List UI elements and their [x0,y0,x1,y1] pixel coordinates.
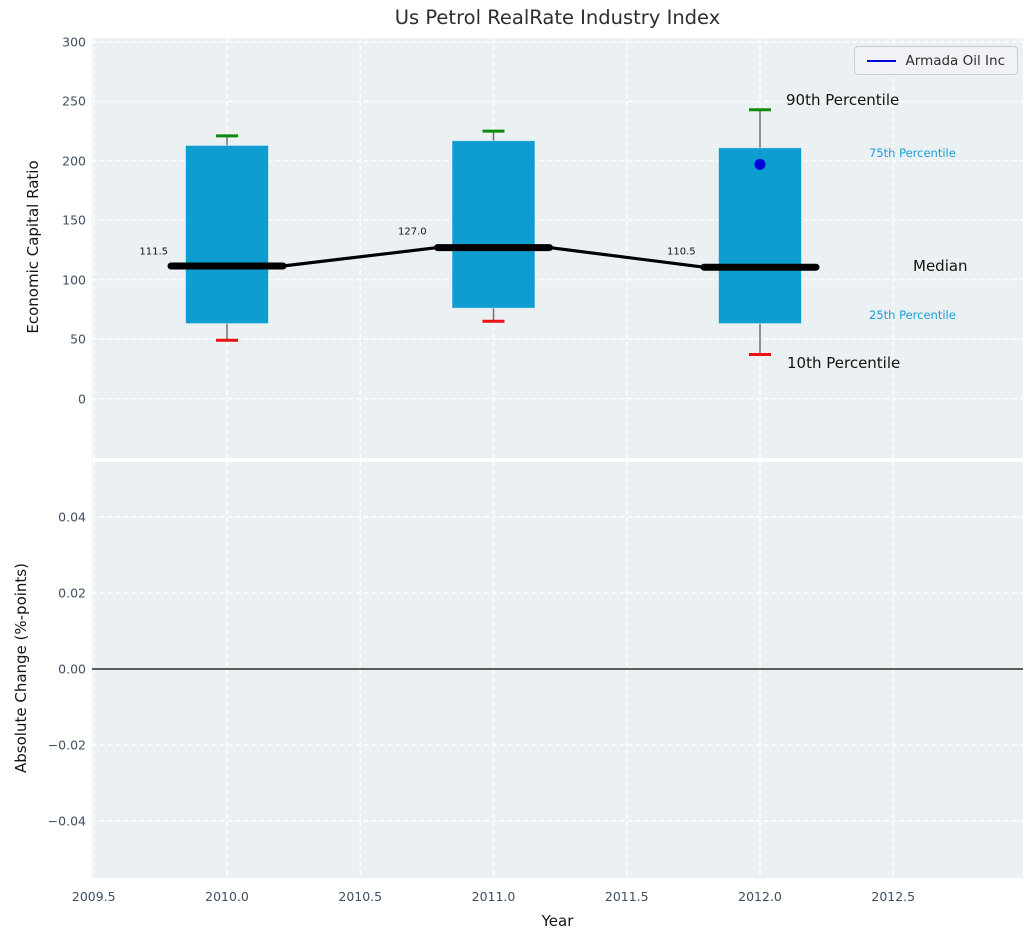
chart-figure: Us Petrol RealRate Industry Index Econom… [0,0,1034,942]
y-tick-label-bottom: 0.00 [58,662,86,677]
percentile-bar [452,141,535,309]
y-axis-label-bottom: Absolute Change (%-points) [12,563,30,773]
percentile-bar [719,148,802,324]
annotation-25th-percentile: 25th Percentile [869,308,956,322]
y-tick-label-top: 300 [62,35,86,50]
x-tick-label: 2012.0 [738,889,782,904]
median-value-label: 111.5 [139,247,168,258]
y-tick-label-top: 0 [78,391,86,406]
x-tick-label: 2011.0 [472,889,516,904]
x-axis-label: Year [92,912,1023,930]
y-tick-label-top: 250 [62,94,86,109]
y-tick-label-top: 150 [62,213,86,228]
y-axis-label-top: Economic Capital Ratio [24,160,42,333]
x-tick-label: 2009.5 [72,889,116,904]
y-tick-label-top: 50 [70,332,86,347]
median-value-label: 110.5 [667,247,696,258]
bottom-plot-area [92,462,1023,878]
y-tick-label-bottom: 0.04 [58,510,86,525]
annotation-10th-percentile: 10th Percentile [787,354,900,372]
annotation-median: Median [913,257,968,275]
x-tick-label: 2011.5 [605,889,649,904]
y-tick-label-bottom: 0.02 [58,586,86,601]
y-tick-label-bottom: −0.02 [48,738,86,753]
legend-label: Armada Oil Inc [906,53,1005,69]
chart-title: Us Petrol RealRate Industry Index [92,6,1023,29]
median-value-label: 127.0 [398,227,427,238]
x-tick-label: 2012.5 [871,889,915,904]
x-tick-label: 2010.5 [338,889,382,904]
y-tick-label-top: 200 [62,153,86,168]
x-tick-label: 2010.0 [205,889,249,904]
annotation-75th-percentile: 75th Percentile [869,146,956,160]
y-tick-label-bottom: −0.04 [48,814,86,829]
legend-line-swatch [867,60,896,62]
percentile-bar [186,145,269,323]
chart-canvas [0,0,1034,942]
company-data-point [755,159,766,170]
legend-box: Armada Oil Inc [854,46,1018,75]
y-tick-label-top: 100 [62,272,86,287]
annotation-90th-percentile: 90th Percentile [786,91,899,109]
